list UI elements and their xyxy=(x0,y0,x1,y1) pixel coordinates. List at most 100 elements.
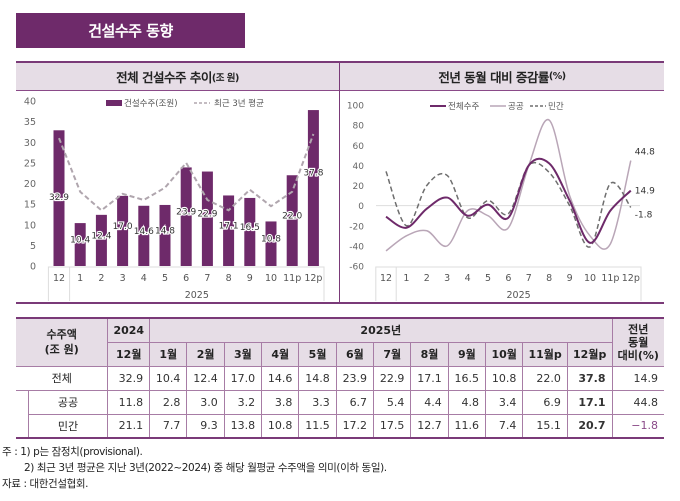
month-header: 5월 xyxy=(298,341,337,367)
value-cell: 17.0 xyxy=(223,365,263,391)
table-row: 전체 32.9 10.4 12.4 17.0 14.6 14.8 23.9 22.9 17.1 16… xyxy=(16,365,664,391)
y-tick-label: 0 xyxy=(358,202,364,212)
x-tick-label: 6 xyxy=(183,273,189,284)
end-value-label: -1.8 xyxy=(635,210,653,220)
x-tick-label: 2 xyxy=(98,273,104,284)
value-cell: 17.5 xyxy=(373,413,412,439)
bar xyxy=(117,195,129,266)
value-cell: 4.8 xyxy=(447,389,487,415)
value-cell: 6.9 xyxy=(522,389,568,415)
value-cell: 17.1 xyxy=(566,389,613,415)
value-cell: 7.4 xyxy=(485,413,524,439)
value-cell: 22.0 xyxy=(522,365,568,391)
y-tick-label: 80 xyxy=(353,122,365,132)
x-tick-label: 11p xyxy=(283,273,301,284)
value-cell: 9.3 xyxy=(186,413,225,439)
y-tick-label: 20 xyxy=(24,179,36,190)
value-cell: 10.8 xyxy=(261,413,300,439)
line-chart-title: 전년 동월 대비 증감률 (%) xyxy=(340,63,664,91)
y-tick-label: 25 xyxy=(24,158,36,169)
bar xyxy=(307,110,319,266)
bar-chart-title: 전체 건설수주 추이 (조 원) xyxy=(16,63,339,91)
bar xyxy=(180,167,192,266)
bar xyxy=(53,130,65,266)
year-2024-header: 2024 xyxy=(107,317,151,343)
x-tick-label: 9 xyxy=(247,273,253,284)
bar xyxy=(265,221,277,266)
value-cell: 14.6 xyxy=(261,365,300,391)
month-header-row: 12월 1월 2월 3월 4월 5월 6월 7월 8월 9월 10월 11월p 12월p xyxy=(16,341,664,367)
value-cell: 11.8 xyxy=(107,389,151,415)
footnotes: 주 : 1) p는 잠정치(provisional). 2) 최근 3년 평균은… xyxy=(2,444,387,492)
x-tick-label: 8 xyxy=(226,273,232,284)
value-cell: 15.1 xyxy=(522,413,568,439)
bar-data-label: 22.9 xyxy=(197,210,217,220)
y-tick-label: 40 xyxy=(353,162,365,172)
note-2: 2) 최근 3년 평균은 지난 3년(2022~2024) 중 해당 월평균 수… xyxy=(24,462,387,474)
month-header: 12월 xyxy=(107,341,151,367)
bar-data-label: 17.1 xyxy=(219,222,239,232)
end-value-label: 44.8 xyxy=(635,148,655,158)
legend-label: 전체수주 xyxy=(448,101,479,112)
bar xyxy=(244,197,256,266)
legend-label: 공공 xyxy=(508,102,524,112)
x-tick-label: 1 xyxy=(403,273,409,284)
x-tick-label: 2 xyxy=(424,273,430,284)
row-label: 전체 xyxy=(16,365,109,391)
row-label: 공공 xyxy=(27,389,109,415)
month-header: 9월 xyxy=(447,341,487,367)
x-tick-label: 5 xyxy=(485,273,491,284)
x-tick-label: 9 xyxy=(567,273,573,284)
value-cell: 5.4 xyxy=(373,389,412,415)
bar xyxy=(223,195,235,266)
value-cell: 12.4 xyxy=(186,365,225,391)
x-tick-label: 10 xyxy=(584,273,596,284)
end-value-label: 14.9 xyxy=(635,187,655,197)
value-cell: 37.8 xyxy=(566,365,613,391)
x-tick-label: 5 xyxy=(162,273,168,284)
value-cell: 32.9 xyxy=(107,365,151,391)
value-cell: 20.7 xyxy=(566,413,613,439)
value-cell: 11.6 xyxy=(447,413,487,439)
month-header: 1월 xyxy=(149,341,188,367)
y-tick-label: 15 xyxy=(24,200,36,211)
yoy-cell: 44.8 xyxy=(611,389,664,415)
value-cell: 10.4 xyxy=(149,365,188,391)
value-cell: 2.8 xyxy=(149,389,188,415)
orders-table: 수주액 (조 원) 2024 2025년 전년 동월 대비(%) 12월 1월 2월… xyxy=(16,317,664,439)
bar-data-label: 32.9 xyxy=(49,193,69,203)
y-tick-label: 5 xyxy=(30,241,36,252)
charts-section: 전체 건설수주 추이 (조 원) 0 5 10 15 20 25 30 35 40 12 1 2 3 4 5 6… xyxy=(16,61,664,306)
bar-data-label: 23.9 xyxy=(176,208,196,218)
bar-data-label: 14.8 xyxy=(155,226,175,236)
x-tick-label: 11p xyxy=(601,273,619,284)
bar-data-label: 10.8 xyxy=(261,235,281,245)
legend-bar-swatch xyxy=(106,100,122,106)
bar xyxy=(95,214,107,266)
bar xyxy=(201,171,213,266)
x-tick-label: 4 xyxy=(465,273,471,284)
y-tick-label: -40 xyxy=(349,242,364,252)
value-cell: 3.8 xyxy=(261,389,300,415)
value-cell: 11.5 xyxy=(298,413,337,439)
indent-cell xyxy=(16,390,29,414)
month-header: 11월p xyxy=(522,341,568,367)
series-line-private xyxy=(385,161,632,248)
bar-data-label: 17.0 xyxy=(113,222,133,232)
month-header: 3월 xyxy=(223,341,263,367)
bar-data-label: 22.0 xyxy=(282,212,302,222)
y-tick-label: 60 xyxy=(353,142,365,152)
table-row: 공공 11.8 2.8 3.0 3.2 3.8 3.3 6.7 5.4 4.4 4.8 3.4 6.9 1… xyxy=(16,389,664,415)
value-cell: 17.2 xyxy=(335,413,375,439)
value-cell: 12.7 xyxy=(410,413,449,439)
bar-data-label: 37.8 xyxy=(303,168,323,178)
x-tick-label: 3 xyxy=(444,273,450,284)
x-group-label: 2025 xyxy=(507,290,531,301)
value-cell: 7.7 xyxy=(149,413,188,439)
month-header: 2월 xyxy=(186,341,225,367)
x-tick-label: 3 xyxy=(120,273,126,284)
x-tick-label: 12p xyxy=(622,273,640,284)
x-tick-label: 12p xyxy=(304,273,322,284)
bar-chart-title-unit: (조 원) xyxy=(211,72,239,84)
